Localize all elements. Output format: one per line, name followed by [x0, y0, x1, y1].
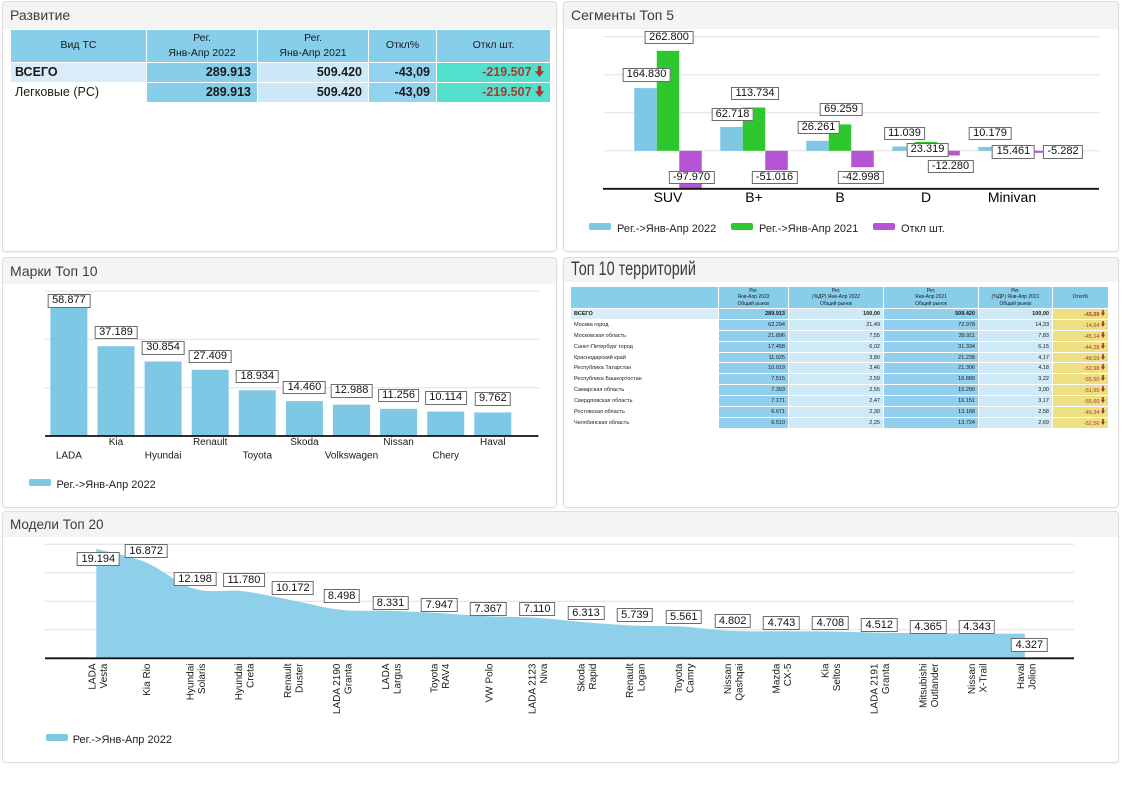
svg-text:Niva: Niva	[538, 663, 549, 683]
svg-text:Granta: Granta	[343, 663, 354, 694]
svg-text:Volkswagen: Volkswagen	[324, 451, 377, 462]
svg-text:Jolion: Jolion	[1027, 664, 1038, 690]
svg-text:LADA 2191: LADA 2191	[869, 663, 880, 714]
svg-text:Nissan: Nissan	[383, 437, 414, 448]
svg-text:Vesta: Vesta	[99, 663, 110, 688]
svg-text:CX-5: CX-5	[783, 663, 794, 686]
svg-text:Toyota: Toyota	[242, 451, 272, 462]
svg-text:Camry: Camry	[685, 664, 696, 693]
svg-text:B+: B+	[745, 189, 763, 205]
svg-text:Renault: Renault	[283, 663, 294, 698]
svg-text:LADA: LADA	[55, 451, 81, 462]
svg-text:Hyundai: Hyundai	[234, 664, 245, 701]
svg-text:LADA: LADA	[380, 663, 391, 689]
svg-text:Solaris: Solaris	[196, 664, 207, 695]
svg-text:Largus: Largus	[392, 664, 403, 695]
svg-text:Qashqai: Qashqai	[734, 664, 745, 701]
svg-text:Nissan: Nissan	[722, 664, 733, 695]
svg-text:Rapid: Rapid	[587, 664, 598, 690]
svg-text:Nissan: Nissan	[967, 664, 978, 695]
svg-text:VW Polo: VW Polo	[484, 663, 495, 702]
svg-text:Renault: Renault	[625, 663, 636, 698]
svg-text:Logan: Logan	[636, 664, 647, 692]
svg-text:Granta: Granta	[880, 663, 891, 694]
svg-text:Chery: Chery	[432, 451, 459, 462]
svg-text:Hyundai: Hyundai	[185, 664, 196, 701]
svg-text:Mitsubishi: Mitsubishi	[918, 664, 929, 708]
svg-text:Mazda: Mazda	[771, 663, 782, 693]
svg-text:Minivan: Minivan	[987, 189, 1035, 205]
svg-text:Hyundai: Hyundai	[144, 451, 181, 462]
svg-text:X-Trail: X-Trail	[978, 664, 989, 693]
svg-text:Kia: Kia	[108, 437, 123, 448]
svg-text:Škoda: Škoda	[290, 435, 319, 448]
svg-text:Haval: Haval	[480, 437, 506, 448]
svg-text:RAV4: RAV4	[441, 663, 452, 689]
svg-text:Kia Rio: Kia Rio	[142, 663, 153, 696]
svg-text:Renault: Renault	[192, 437, 227, 448]
svg-text:LADA: LADA	[87, 663, 98, 689]
svg-text:Seltos: Seltos	[832, 664, 843, 692]
svg-text:Toyota: Toyota	[429, 663, 440, 693]
svg-text:Haval: Haval	[1016, 664, 1027, 690]
svg-text:Duster: Duster	[294, 663, 305, 693]
svg-text:Outlander: Outlander	[929, 663, 940, 708]
svg-text:LADA 2190: LADA 2190	[331, 663, 342, 714]
svg-text:LADA 2123: LADA 2123	[527, 663, 538, 714]
svg-text:Kia: Kia	[820, 663, 831, 678]
svg-text:B: B	[835, 189, 844, 205]
svg-text:Skoda: Skoda	[576, 663, 587, 692]
svg-text:Creta: Creta	[245, 663, 256, 688]
svg-text:Toyota: Toyota	[673, 663, 684, 693]
svg-text:D: D	[920, 189, 930, 205]
svg-text:SUV: SUV	[653, 189, 682, 205]
